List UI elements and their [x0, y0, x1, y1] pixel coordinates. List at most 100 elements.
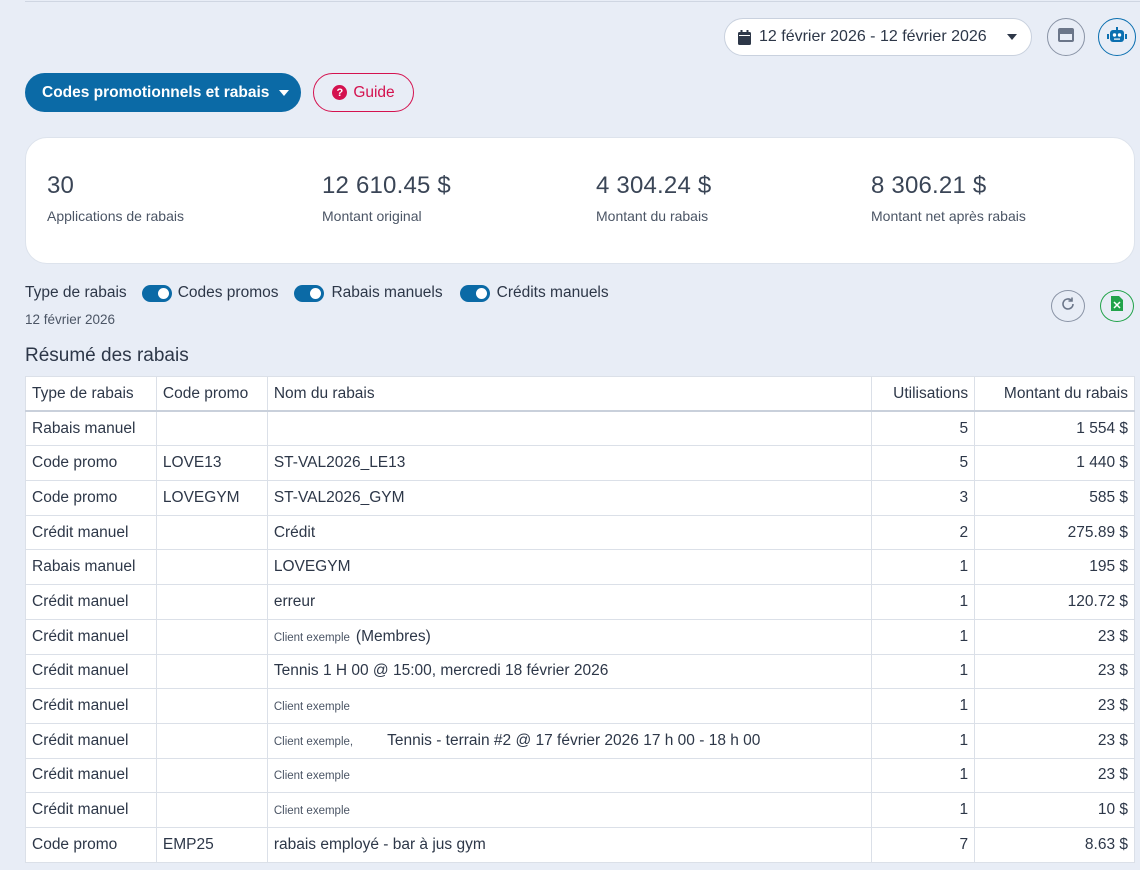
table-cell: 1: [871, 618, 976, 655]
stat-value: 8 306.21 $: [871, 172, 987, 199]
table-cell: Crédit manuel: [25, 757, 157, 794]
table-row: Crédit manuel Tennis 1 H 00 @ 15:00, merc…: [25, 653, 1135, 690]
table-cell: [155, 584, 268, 620]
stat-label: Applications de rabais: [47, 208, 184, 224]
table-cell: erreur: [266, 584, 873, 620]
stat-value: 4 304.24 $: [596, 172, 712, 199]
toggle-label: Crédits manuels: [496, 284, 609, 301]
table-cell: 8.63 $: [974, 826, 1135, 863]
discount-name: LOVEGYM: [273, 558, 351, 576]
toggle-manual-credits[interactable]: [459, 284, 490, 302]
stat-original-amount: 12 610.45 $ Montant original: [322, 172, 451, 224]
table-cell: Crédit manuel: [25, 688, 157, 724]
table-cell: 7: [871, 826, 976, 863]
table-cell: Code promo: [25, 480, 157, 516]
table-row: Rabais manuel LOVEGYM 1 195 $: [25, 549, 1135, 586]
stat-label: Montant net après rabais: [871, 208, 1026, 224]
stat-discount-amount: 4 304.24 $ Montant du rabais: [596, 172, 711, 224]
column-header[interactable]: Code promo: [155, 376, 268, 413]
table-cell: 5: [871, 445, 976, 482]
refresh-icon: [1060, 296, 1076, 317]
robot-icon: [1107, 26, 1127, 48]
table-cell: LOVEGYM: [155, 480, 268, 516]
table-cell: Client exemple: [266, 792, 873, 828]
top-divider: [25, 1, 1140, 2]
assistant-button[interactable]: [1098, 18, 1136, 56]
table-cell: 1: [871, 549, 976, 586]
table-cell: [155, 757, 268, 794]
table-cell: EMP25: [155, 826, 268, 863]
toggle-label: Rabais manuels: [331, 284, 443, 301]
table-cell: 195 $: [974, 549, 1135, 586]
table-row: Crédit manuel Client exemple 1 10 $: [25, 792, 1135, 828]
table-cell: Rabais manuel: [25, 549, 157, 586]
table-header-row: Type de rabais Code promo Nom du rabais …: [25, 376, 1135, 413]
discount-name: ST-VAL2026_LE13: [273, 454, 406, 472]
window-icon: [1058, 27, 1074, 47]
toggle-manual-discounts[interactable]: [294, 284, 325, 302]
stats-card: 30 Applications de rabais 12 610.45 $ Mo…: [25, 137, 1135, 264]
filter-label: Type de rabais: [25, 284, 127, 301]
discount-name: erreur: [273, 592, 316, 610]
discount-name: Tennis 1 H 00 @ 15:00, mercredi 18 févri…: [273, 662, 609, 680]
toggle-promo-codes[interactable]: [141, 284, 172, 302]
table-cell: 1: [871, 688, 976, 724]
promo-menu-label: Codes promotionnels et rabais: [42, 83, 270, 101]
date-range-text: 12 février 2026 - 12 février 2026: [759, 28, 987, 45]
discount-summary-table: Type de rabais Code promo Nom du rabais …: [25, 376, 1135, 863]
column-header[interactable]: Type de rabais: [25, 376, 157, 413]
table-cell: 275.89 $: [974, 514, 1135, 551]
column-header[interactable]: Nom du rabais: [266, 376, 873, 413]
refresh-button[interactable]: [1051, 290, 1085, 322]
table-cell: [155, 653, 268, 690]
table-row: Crédit manuel Client exemple (Membres) 1 23 …: [25, 618, 1135, 655]
window-toggle-button[interactable]: [1047, 18, 1085, 56]
promo-codes-menu-button[interactable]: Codes promotionnels et rabais: [25, 73, 301, 112]
table-cell: Client exemple (Membres): [266, 618, 873, 655]
table-cell: 2: [871, 514, 976, 551]
table-cell: [266, 410, 873, 447]
table-cell: Crédit manuel: [25, 653, 157, 690]
table-cell: 1 440 $: [974, 445, 1135, 482]
table-cell: Crédit manuel: [25, 514, 157, 551]
table-cell: [155, 792, 268, 828]
discount-name: (Membres): [355, 627, 431, 645]
stat-label: Montant du rabais: [596, 208, 709, 224]
table-row: Code promo EMP25 rabais employé - bar à ju…: [25, 826, 1135, 863]
guide-button[interactable]: ? Guide: [313, 73, 414, 112]
client-name: Client exemple: [273, 805, 350, 818]
table-cell: 3: [871, 480, 976, 516]
table-cell: LOVEGYM: [266, 549, 873, 586]
excel-icon: [1111, 296, 1123, 316]
table-cell: ST-VAL2026_LE13: [266, 445, 873, 482]
column-header[interactable]: Montant du rabais: [974, 376, 1135, 413]
table-cell: Rabais manuel: [25, 410, 157, 447]
table-cell: 1: [871, 584, 976, 620]
table-cell: 120.72 $: [974, 584, 1135, 620]
table-cell: 1: [871, 792, 976, 828]
caret-down-icon: [279, 89, 290, 96]
table-cell: Client exemple, Tennis - terrain #2 @ 17 …: [266, 722, 873, 759]
table-cell: [155, 549, 268, 586]
table-cell: Crédit manuel: [25, 618, 157, 655]
guide-label: Guide: [353, 83, 395, 101]
date-range-picker[interactable]: 12 février 2026 - 12 février 2026: [724, 18, 1032, 56]
toggle-label: Codes promos: [177, 284, 279, 301]
table-cell: [155, 688, 268, 724]
client-name: Client exemple: [273, 631, 350, 644]
chevron-down-icon: [1007, 34, 1017, 40]
table-row: Crédit manuel Crédit 2 275.89 $: [25, 514, 1135, 551]
table-cell: 1: [871, 757, 976, 794]
table-cell: 585 $: [974, 480, 1135, 516]
column-header[interactable]: Utilisations: [871, 376, 976, 413]
discount-name: Tennis - terrain #2 @ 17 février 2026 17…: [387, 731, 761, 749]
table-cell: rabais employé - bar à jus gym: [266, 826, 873, 863]
summary-title: Résumé des rabais: [25, 345, 189, 366]
export-excel-button[interactable]: [1100, 290, 1134, 322]
table-row: Code promo LOVE13 ST-VAL2026_LE13 5 1 440 $: [25, 445, 1135, 482]
table-cell: LOVE13: [155, 445, 268, 482]
table-cell: Crédit manuel: [25, 584, 157, 620]
table-cell: 1 554 $: [974, 410, 1135, 447]
table-cell: ST-VAL2026_GYM: [266, 480, 873, 516]
table-cell: Client exemple: [266, 757, 873, 794]
